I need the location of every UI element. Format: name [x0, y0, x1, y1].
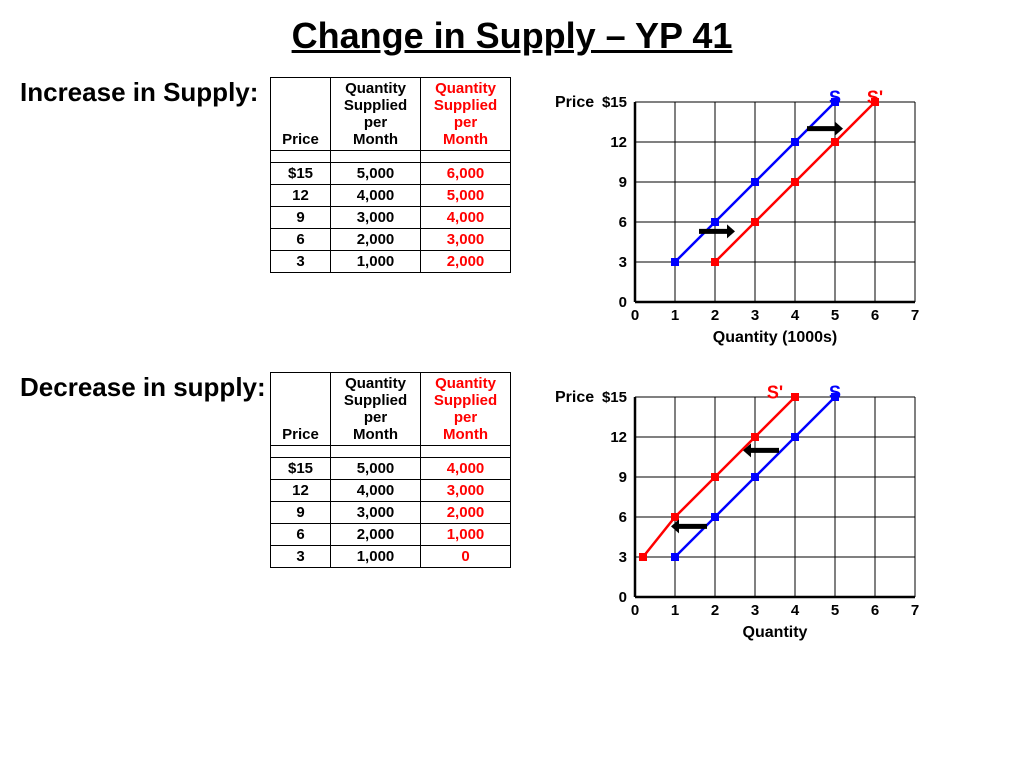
- svg-text:9: 9: [619, 174, 627, 191]
- svg-text:$15: $15: [602, 389, 627, 406]
- cell-price: 3: [271, 251, 331, 273]
- svg-text:0: 0: [631, 602, 639, 619]
- table-row: 62,0001,000: [271, 524, 511, 546]
- table-row: 124,0005,000: [271, 185, 511, 207]
- svg-text:1: 1: [671, 602, 679, 619]
- svg-text:6: 6: [871, 602, 879, 619]
- cell-q1: 1,000: [331, 251, 421, 273]
- svg-text:3: 3: [751, 602, 759, 619]
- svg-text:0: 0: [631, 307, 639, 324]
- svg-text:6: 6: [871, 307, 879, 324]
- decrease-table-wrap: PriceQuantitySuppliedperMonthQuantitySup…: [270, 372, 550, 568]
- cell-price: 9: [271, 502, 331, 524]
- cell-q2: 0: [421, 546, 511, 568]
- col-price: Price: [271, 78, 331, 151]
- svg-text:3: 3: [751, 307, 759, 324]
- cell-q2: 2,000: [421, 251, 511, 273]
- col-price: Price: [271, 373, 331, 446]
- increase-label: Increase in Supply:: [20, 77, 270, 108]
- svg-text:4: 4: [791, 307, 800, 324]
- increase-table-wrap: PriceQuantitySuppliedperMonthQuantitySup…: [270, 77, 550, 273]
- svg-text:1: 1: [671, 307, 679, 324]
- cell-price: 3: [271, 546, 331, 568]
- svg-text:Quantity: Quantity: [743, 624, 808, 641]
- svg-text:7: 7: [911, 307, 919, 324]
- cell-q1: 3,000: [331, 207, 421, 229]
- increase-section: Increase in Supply: PriceQuantitySupplie…: [20, 77, 1004, 347]
- decrease-section: Decrease in supply: PriceQuantitySupplie…: [20, 372, 1004, 642]
- svg-text:S': S': [767, 383, 783, 403]
- table-row: $155,0004,000: [271, 458, 511, 480]
- cell-price: 6: [271, 229, 331, 251]
- svg-text:5: 5: [831, 307, 839, 324]
- svg-text:$15: $15: [602, 94, 627, 111]
- cell-q2: 5,000: [421, 185, 511, 207]
- svg-text:12: 12: [610, 429, 627, 446]
- table-row: 31,0002,000: [271, 251, 511, 273]
- table-row: 124,0003,000: [271, 480, 511, 502]
- svg-text:Price: Price: [555, 94, 594, 111]
- svg-text:6: 6: [619, 509, 627, 526]
- table-row: 62,0003,000: [271, 229, 511, 251]
- cell-price: 6: [271, 524, 331, 546]
- cell-q1: 2,000: [331, 524, 421, 546]
- cell-q2: 4,000: [421, 207, 511, 229]
- cell-q1: 1,000: [331, 546, 421, 568]
- cell-q1: 2,000: [331, 229, 421, 251]
- col-q2: QuantitySuppliedperMonth: [421, 373, 511, 446]
- svg-text:9: 9: [619, 469, 627, 486]
- svg-text:S: S: [829, 88, 841, 108]
- cell-q1: 5,000: [331, 163, 421, 185]
- svg-text:S': S': [867, 88, 883, 108]
- decrease-table: PriceQuantitySuppliedperMonthQuantitySup…: [270, 372, 511, 568]
- cell-q1: 4,000: [331, 480, 421, 502]
- svg-text:2: 2: [711, 602, 719, 619]
- svg-text:3: 3: [619, 254, 627, 271]
- svg-text:7: 7: [911, 602, 919, 619]
- svg-text:Quantity (1000s): Quantity (1000s): [713, 329, 837, 346]
- svg-text:3: 3: [619, 549, 627, 566]
- decrease-label: Decrease in supply:: [20, 372, 270, 403]
- cell-q2: 2,000: [421, 502, 511, 524]
- decrease-chart-wrap: 01234567036912$15PriceQuantitySS': [550, 372, 930, 642]
- cell-price: 9: [271, 207, 331, 229]
- increase-chart: 01234567036912$15PriceQuantity (1000s)SS…: [550, 77, 930, 347]
- cell-q2: 3,000: [421, 480, 511, 502]
- cell-q2: 1,000: [421, 524, 511, 546]
- table-row: 31,0000: [271, 546, 511, 568]
- cell-q2: 4,000: [421, 458, 511, 480]
- svg-text:Price: Price: [555, 389, 594, 406]
- decrease-chart: 01234567036912$15PriceQuantitySS': [550, 372, 930, 642]
- cell-q1: 4,000: [331, 185, 421, 207]
- page-title: Change in Supply – YP 41: [20, 15, 1004, 57]
- cell-price: 12: [271, 185, 331, 207]
- cell-q2: 6,000: [421, 163, 511, 185]
- svg-text:0: 0: [619, 294, 627, 311]
- svg-text:4: 4: [791, 602, 800, 619]
- svg-text:12: 12: [610, 134, 627, 151]
- cell-price: $15: [271, 458, 331, 480]
- svg-text:S: S: [829, 383, 841, 403]
- increase-table: PriceQuantitySuppliedperMonthQuantitySup…: [270, 77, 511, 273]
- svg-text:0: 0: [619, 589, 627, 606]
- col-q2: QuantitySuppliedperMonth: [421, 78, 511, 151]
- table-row: 93,0002,000: [271, 502, 511, 524]
- svg-text:6: 6: [619, 214, 627, 231]
- svg-text:5: 5: [831, 602, 839, 619]
- col-q1: QuantitySuppliedperMonth: [331, 373, 421, 446]
- table-row: 93,0004,000: [271, 207, 511, 229]
- cell-q2: 3,000: [421, 229, 511, 251]
- col-q1: QuantitySuppliedperMonth: [331, 78, 421, 151]
- table-row: $155,0006,000: [271, 163, 511, 185]
- svg-text:2: 2: [711, 307, 719, 324]
- increase-chart-wrap: 01234567036912$15PriceQuantity (1000s)SS…: [550, 77, 930, 347]
- cell-price: $15: [271, 163, 331, 185]
- cell-q1: 5,000: [331, 458, 421, 480]
- cell-price: 12: [271, 480, 331, 502]
- cell-q1: 3,000: [331, 502, 421, 524]
